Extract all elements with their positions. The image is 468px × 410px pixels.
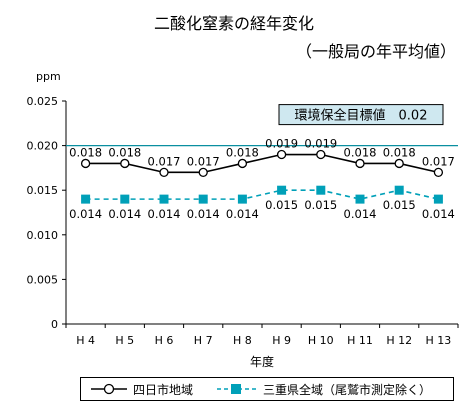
reference-line-group: 環境保全目標値 0.02 bbox=[66, 104, 458, 147]
data-point-square bbox=[120, 194, 130, 204]
x-tick-label: H 6 bbox=[155, 334, 174, 347]
data-point-circle bbox=[159, 167, 169, 178]
x-tick-label: H 10 bbox=[308, 334, 334, 347]
x-tick-label: H 8 bbox=[233, 334, 252, 347]
chart-subtitle: （一般局の年平均値） bbox=[295, 42, 456, 61]
axes: 0 0.005 0.010 0.015 0.020 0.025 H 4 H 5 H 6 H 7 H … bbox=[27, 95, 459, 347]
reference-label-box bbox=[278, 104, 444, 126]
data-label: 0.014 bbox=[344, 207, 377, 221]
data-label: 0.014 bbox=[187, 207, 220, 221]
x-tick-label: H 9 bbox=[272, 334, 291, 347]
data-point-circle bbox=[276, 149, 287, 160]
data-label: 0.017 bbox=[422, 154, 455, 168]
series-line-1 bbox=[85, 189, 439, 200]
data-point-circle bbox=[433, 167, 444, 178]
data-point-circle bbox=[394, 158, 404, 169]
reference-label: 環境保全目標値 0.02 bbox=[295, 108, 428, 124]
data-point-circle bbox=[237, 158, 248, 169]
data-label: 0.018 bbox=[108, 145, 141, 159]
y-tick-label: 0.020 bbox=[27, 140, 59, 153]
data-label: 0.018 bbox=[383, 145, 416, 159]
data-point-circle bbox=[120, 158, 130, 169]
data-label: 0.017 bbox=[148, 154, 181, 168]
data-label: 0.018 bbox=[69, 145, 102, 159]
data-label: 0.014 bbox=[69, 207, 102, 221]
data-label: 0.017 bbox=[187, 154, 220, 168]
data-label: 0.018 bbox=[226, 145, 259, 159]
x-axis-title: 年度 bbox=[250, 354, 274, 369]
line-chart: 0 0.005 0.010 0.015 0.020 0.025 H 4 H 5 H 6 H 7 H … bbox=[27, 70, 459, 369]
legend-marker-circle bbox=[91, 383, 127, 395]
x-tick-label: H 7 bbox=[194, 334, 213, 347]
x-tick-label: H 12 bbox=[386, 334, 412, 347]
legend-label-yokkaichi: 四日市地域 bbox=[133, 382, 194, 397]
x-tick-label: H 11 bbox=[347, 334, 373, 347]
data-label: 0.018 bbox=[344, 145, 377, 159]
data-label: 0.015 bbox=[304, 198, 337, 212]
data-label: 0.014 bbox=[148, 207, 181, 221]
data-point-square bbox=[394, 185, 404, 195]
data-label: 0.015 bbox=[265, 198, 298, 212]
x-tick-label: H 5 bbox=[115, 334, 134, 347]
series-line-0 bbox=[85, 153, 439, 174]
data-point-circle bbox=[80, 158, 91, 169]
data-point-square bbox=[237, 194, 247, 204]
data-point-square bbox=[159, 194, 169, 204]
legend-marker-square bbox=[217, 384, 258, 394]
data-label: 0.014 bbox=[108, 207, 141, 221]
legend: 四日市地域 三重県全域（尾鷲市測定除く） bbox=[80, 377, 454, 401]
data-label: 0.019 bbox=[265, 137, 298, 151]
legend-item-yokkaichi: 四日市地域 bbox=[89, 381, 193, 398]
y-tick-label: 0 bbox=[51, 318, 58, 331]
x-tick-label: H 13 bbox=[426, 334, 452, 347]
y-axis-unit-label: ppm bbox=[36, 70, 61, 83]
data-label: 0.014 bbox=[422, 207, 455, 221]
legend-label-mie: 三重県全域（尾鷲市測定除く） bbox=[263, 382, 432, 397]
x-tick-label: H 4 bbox=[76, 334, 95, 347]
data-label: 0.019 bbox=[304, 137, 337, 151]
y-tick-label: 0.025 bbox=[27, 95, 59, 108]
data-point-square bbox=[433, 194, 443, 204]
legend-item-mie: 三重県全域（尾鷲市測定除く） bbox=[215, 381, 431, 398]
y-tick-label: 0.010 bbox=[27, 229, 59, 242]
y-tick-label: 0.005 bbox=[27, 273, 59, 286]
data-point-square bbox=[355, 194, 365, 204]
series-group: 0.018 0.018 0.017 0.017 0.018 0.019 0.019 0.018… bbox=[69, 137, 455, 222]
data-point-square bbox=[277, 185, 287, 195]
data-point-square bbox=[316, 185, 326, 195]
data-point-circle bbox=[316, 149, 326, 160]
data-label: 0.014 bbox=[226, 207, 259, 221]
chart-title: 二酸化窒素の経年変化 bbox=[153, 14, 314, 33]
data-point-square bbox=[81, 194, 91, 204]
data-point-square bbox=[198, 194, 208, 204]
data-point-circle bbox=[198, 167, 208, 178]
data-label: 0.015 bbox=[383, 198, 416, 212]
y-tick-label: 0.015 bbox=[27, 184, 59, 197]
data-point-circle bbox=[355, 158, 365, 169]
